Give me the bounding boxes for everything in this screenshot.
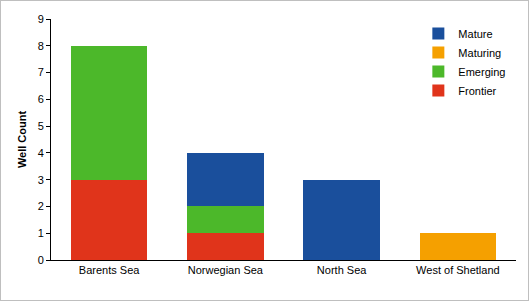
svg-text:4: 4 (38, 147, 44, 159)
svg-text:Maturing: Maturing (458, 47, 501, 59)
svg-text:North Sea: North Sea (317, 264, 367, 276)
svg-text:8: 8 (38, 40, 44, 52)
svg-text:1: 1 (38, 227, 44, 239)
svg-text:Well Count: Well Count (16, 111, 28, 169)
svg-text:0: 0 (38, 254, 44, 266)
svg-text:Barents Sea: Barents Sea (79, 264, 140, 276)
svg-text:Frontier: Frontier (458, 85, 496, 97)
svg-text:9: 9 (38, 13, 44, 25)
svg-text:Mature: Mature (458, 28, 492, 40)
svg-text:6: 6 (38, 93, 44, 105)
svg-text:2: 2 (38, 200, 44, 212)
svg-text:West of Shetland: West of Shetland (416, 264, 500, 276)
svg-text:5: 5 (38, 120, 44, 132)
svg-text:Norwegian Sea: Norwegian Sea (188, 264, 264, 276)
svg-text:Emerging: Emerging (458, 66, 505, 78)
svg-text:3: 3 (38, 174, 44, 186)
svg-text:7: 7 (38, 66, 44, 78)
